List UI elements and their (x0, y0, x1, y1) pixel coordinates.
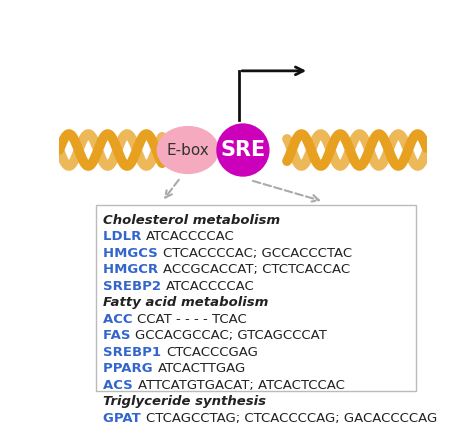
Text: Fatty acid metabolism: Fatty acid metabolism (103, 296, 269, 309)
Text: ACCGCACCAT; CTCTCACCAC: ACCGCACCAT; CTCTCACCAC (163, 263, 350, 276)
Text: CTCACCCCAC; GCCACCCTAC: CTCACCCCAC; GCCACCCTAC (163, 247, 352, 260)
Text: Triglyceride synthesis: Triglyceride synthesis (103, 396, 266, 409)
Text: CTCACCCGAG: CTCACCCGAG (166, 346, 258, 359)
Text: ATTCATGTGACAT; ATCACTCCAC: ATTCATGTGACAT; ATCACTCCAC (138, 379, 345, 392)
Text: HMGCR: HMGCR (103, 263, 163, 276)
Text: FAS: FAS (103, 329, 136, 342)
Ellipse shape (216, 123, 270, 177)
Text: GCCACGCCAC; GTCAGCCCAT: GCCACGCCAC; GTCAGCCCAT (136, 329, 328, 342)
Text: CTCAGCCTAG; CTCACCCCAG; GACACCCCAG: CTCAGCCTAG; CTCACCCCAG; GACACCCCAG (146, 412, 437, 425)
Text: HMGCS: HMGCS (103, 247, 163, 260)
Text: GPAT: GPAT (103, 412, 146, 425)
Text: ACC: ACC (103, 313, 137, 326)
Text: ATCACCCCAC: ATCACCCCAC (166, 280, 255, 293)
Text: CCAT - - - - TCAC: CCAT - - - - TCAC (137, 313, 247, 326)
Ellipse shape (156, 126, 219, 174)
Text: LDLR: LDLR (103, 230, 146, 243)
Text: ATCACCCCAC: ATCACCCCAC (146, 230, 235, 243)
FancyBboxPatch shape (96, 205, 416, 391)
Text: ACS: ACS (103, 379, 138, 392)
Text: Cholesterol metabolism: Cholesterol metabolism (103, 214, 281, 227)
Text: SRE: SRE (220, 140, 265, 160)
Text: SREBP1: SREBP1 (103, 346, 166, 359)
Text: ATCACTTGAG: ATCACTTGAG (157, 363, 246, 375)
Text: E-box: E-box (166, 143, 209, 157)
Text: SREBP2: SREBP2 (103, 280, 166, 293)
Text: PPARG: PPARG (103, 363, 157, 375)
